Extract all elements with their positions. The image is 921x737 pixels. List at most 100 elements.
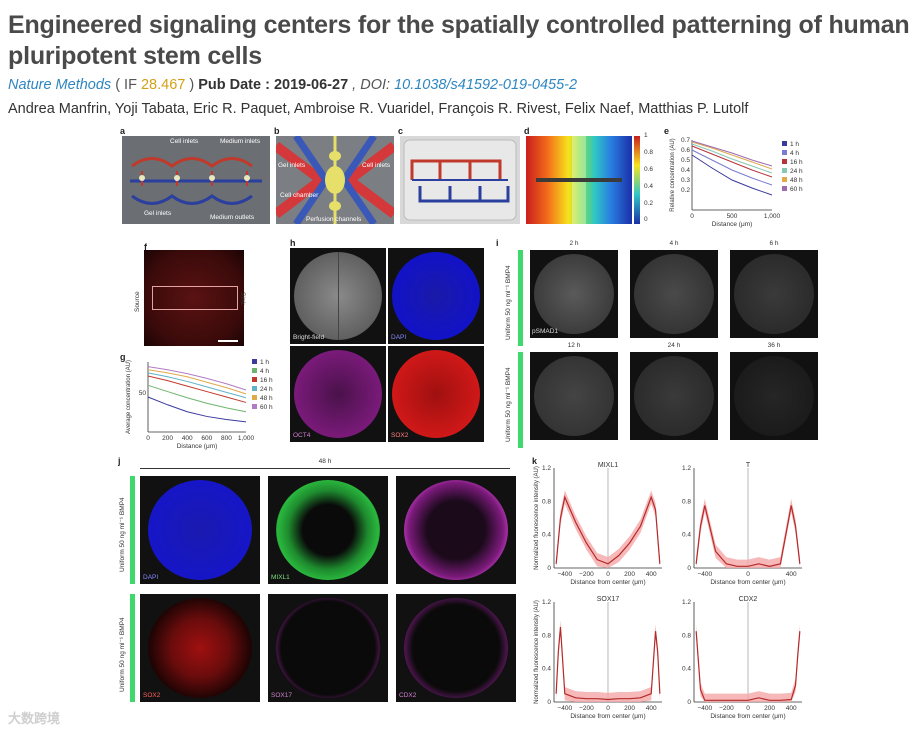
legend-swatch [252,386,257,391]
j-time-rule [140,468,510,469]
series-line-16h [691,145,773,178]
k-y-tick: 0 [687,565,691,572]
legend-label: 16 h [790,159,803,166]
panel-label-h: h [290,238,296,248]
colorbar [634,136,640,224]
label-brightfield: Bright-field [293,334,325,341]
legend-swatch [782,186,787,191]
legend-swatch [782,150,787,155]
k-y-tick: 0.8 [682,632,691,639]
legend-label: 16 h [260,377,273,384]
k-series-line [695,631,801,701]
j-green-bar-bottom [130,594,135,702]
k-subplot-title: CDX2 [739,596,758,603]
label-medium-outlets: Medium outlets [210,214,255,221]
i-img-24h [630,352,718,440]
cbar-tick-3: 0.4 [644,183,654,190]
label-sox2-h: SOX2 [391,432,409,439]
if-open: ( IF [111,77,141,93]
authors: Andrea Manfrin, Yoji Tabata, Eric R. Paq… [8,101,749,117]
chart-g: 0 200 400 600 800 1,000 50 Distance (μm) Average… [126,359,273,450]
series-line-60h [147,366,247,391]
chart-e: 0 500 1,000 0.7 0.6 0.5 0.4 0.3 0.2 Distance (μm)… [670,137,803,228]
j-label-cdx2: CDX2 [399,692,417,699]
cbar-tick-0: 1 [644,132,648,139]
label-gel-inlets-b: Gel inlets [278,162,306,169]
x-tick-label: 800 [221,435,232,442]
figure: a Cell inlets Medium inlets Gel inlets M… [118,126,818,726]
j-img-sox2: SOX2 [140,594,260,702]
panel-label-c: c [398,126,404,136]
j-img-sox17: SOX17 [268,594,388,702]
pub-date: Pub Date : 2019-06-27 [198,77,349,93]
i-row-label-bottom: Uniform 50 ng ml⁻¹ BMP4 [505,367,512,442]
k-x-tick: −200 [579,571,594,578]
k-x-tick: 400 [786,705,797,712]
i-img-4h [630,250,718,338]
k-x-tick: −200 [579,705,594,712]
k-y-tick: 1.2 [542,465,551,472]
j-label-mixl1: MIXL1 [271,574,290,581]
panel-b-chamber: Gel inlets Cell inlets Cell chamber Perf… [272,134,398,226]
panel-label-d: d [524,126,530,136]
y-axis-label: Relative concentration (AU) [670,138,676,211]
i-time-2h: 2 h [569,240,579,247]
label-sink: Sink [239,292,246,305]
panel-c-photo [400,136,520,224]
i-img-12h [530,352,618,440]
j-label-dapi: DAPI [143,574,159,581]
legend-swatch [782,141,787,146]
x-tick-label: 0 [690,213,694,220]
legend-swatch [252,359,257,364]
panel-label-j: j [118,456,121,466]
y-tick-label: 50 [139,390,147,397]
k-x-label: Distance from center (μm) [570,579,645,586]
k-y-label: Normalized fluorescence intensity (AU) [534,600,540,704]
legend-label: 4 h [260,368,269,375]
j-green-bar-top [130,476,135,584]
legend-label: 48 h [790,177,803,184]
h-oct4: OCT4 [290,346,386,442]
k-x-label: Distance from center (μm) [710,579,785,586]
x-tick-label: 1,000 [764,213,781,220]
k-x-tick: −400 [557,571,572,578]
y-tick-label: 0.5 [681,157,690,164]
series-line-60h [691,140,773,167]
legend-label: 60 h [260,404,273,411]
label-oct4: OCT4 [293,432,311,439]
panel-d-gradient [526,136,632,224]
y-tick-label: 0.4 [681,167,690,174]
k-x-tick: −400 [557,705,572,712]
legend-swatch [782,168,787,173]
k-subplot-title: SOX17 [597,596,620,603]
panel-label-e: e [664,126,670,136]
k-subplot-title: MIXL1 [598,462,618,469]
label-medium-inlets: Medium inlets [220,138,261,145]
j-label-sox2: SOX2 [143,692,161,699]
j-img-mixl1: MIXL1 [268,476,388,584]
label-gel-inlets: Gel inlets [144,210,172,217]
k-y-tick: 0.4 [542,666,551,673]
k-series-line [695,505,801,567]
journal-link[interactable]: Nature Methods [8,77,112,93]
x-tick-label: 0 [146,435,150,442]
series-line-16h [147,375,247,403]
y-tick-label: 0.2 [681,187,690,194]
k-x-tick: 0 [606,571,610,578]
panel-a-chip: Cell inlets Medium inlets Gel inlets Med… [122,136,270,224]
k-x-tick: 400 [786,571,797,578]
k-y-tick: 1.2 [682,599,691,606]
y-tick-label: 0.7 [681,137,690,144]
legend-label: 60 h [790,186,803,193]
k-y-tick: 1.2 [682,465,691,472]
doi-link[interactable]: 10.1038/s41592-019-0455-2 [394,77,578,93]
legend-swatch [782,159,787,164]
legend-label: 24 h [790,168,803,175]
i-img-2h: pSMAD1 [530,250,618,338]
legend-label: 24 h [260,386,273,393]
x-tick-label: 400 [182,435,193,442]
panel-label-a: a [120,126,126,136]
panel-label-f: f [144,242,147,252]
k-series-line [555,495,661,565]
